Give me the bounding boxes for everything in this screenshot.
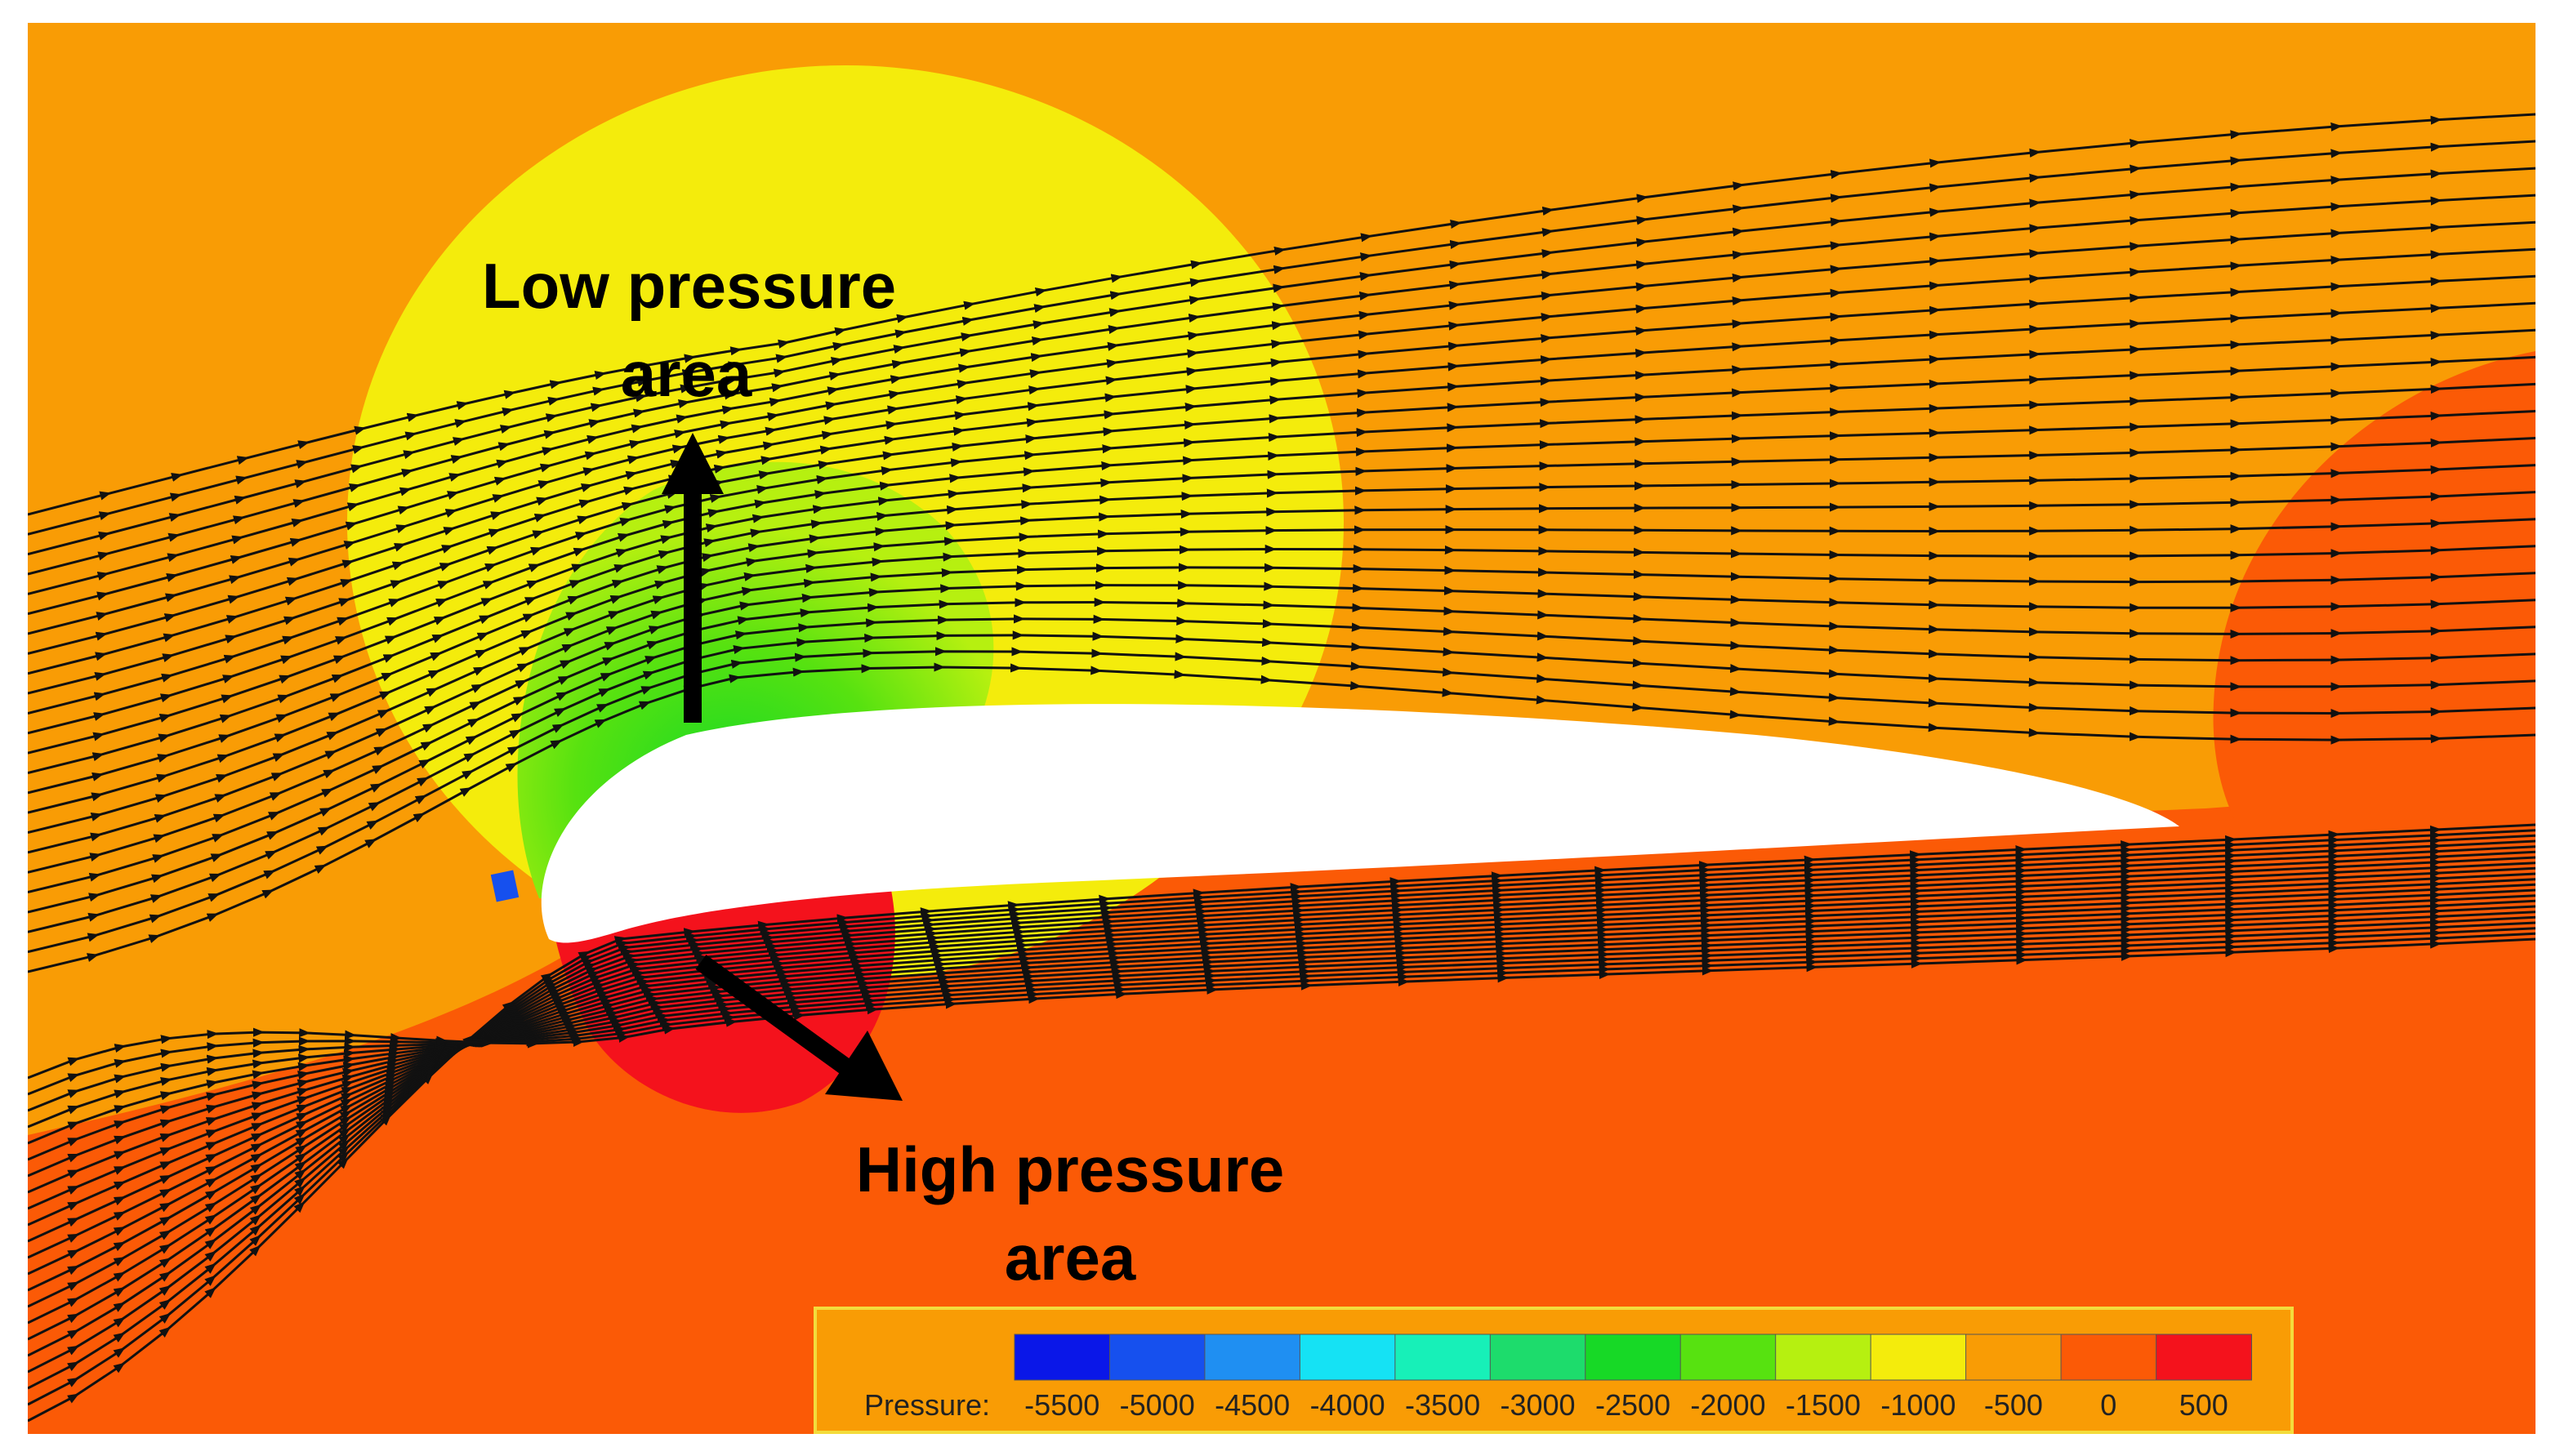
legend-swatch	[2060, 1334, 2157, 1381]
legend-color-bar	[1014, 1334, 2252, 1381]
legend-swatch	[1679, 1334, 1777, 1381]
low-pressure-annotation-line-1: Low pressure	[482, 250, 897, 322]
legend-swatch	[1204, 1334, 1301, 1381]
streamline	[28, 113, 2535, 516]
streamlines	[28, 113, 2535, 1423]
pressure-legend: Pressure: -5500 -5000 -4500 -4000 -3500 -3000…	[814, 1307, 2294, 1434]
low-pressure-annotation: Low pressure area	[482, 242, 897, 418]
legend-tick-label: -3000	[1500, 1388, 1576, 1422]
legend-tick-label: -1000	[1880, 1388, 1956, 1422]
low-pressure-arrow	[662, 433, 724, 723]
legend-swatch	[1299, 1334, 1396, 1381]
legend-tick-label: -5500	[1024, 1388, 1100, 1422]
legend-tick-label: 0	[2100, 1388, 2117, 1422]
legend-swatch	[1394, 1334, 1492, 1381]
low-pressure-annotation-line-2: area	[620, 338, 752, 410]
legend-swatch	[1108, 1334, 1206, 1381]
legend-swatch	[2156, 1334, 2252, 1381]
legend-tick-label: 500	[2179, 1388, 2228, 1422]
legend-tick-label: -2000	[1690, 1388, 1766, 1422]
legend-tick-label: -4500	[1215, 1388, 1291, 1422]
legend-swatch	[1489, 1334, 1586, 1381]
legend-tick-label: -500	[1983, 1388, 2043, 1422]
legend-swatch	[1014, 1334, 1111, 1381]
legend-swatch	[1585, 1334, 1682, 1381]
high-pressure-annotation: High pressure area	[850, 1125, 1291, 1302]
high-pressure-annotation-line-2: area	[1004, 1222, 1136, 1293]
legend-swatch	[1870, 1334, 1967, 1381]
legend-tick-label: -4000	[1309, 1388, 1385, 1422]
legend-swatch	[1965, 1334, 2063, 1381]
legend-tick-label: -2500	[1594, 1388, 1671, 1422]
legend-tick-label: -1500	[1785, 1388, 1861, 1422]
streamline	[28, 937, 2535, 1080]
legend-swatch	[1775, 1334, 1872, 1381]
legend-tick-label: -5000	[1119, 1388, 1195, 1422]
legend-tick-label: -3500	[1405, 1388, 1481, 1422]
high-pressure-annotation-line-1: High pressure	[855, 1133, 1285, 1205]
high-pressure-arrow	[695, 955, 903, 1101]
legend-title: Pressure:	[864, 1388, 991, 1422]
